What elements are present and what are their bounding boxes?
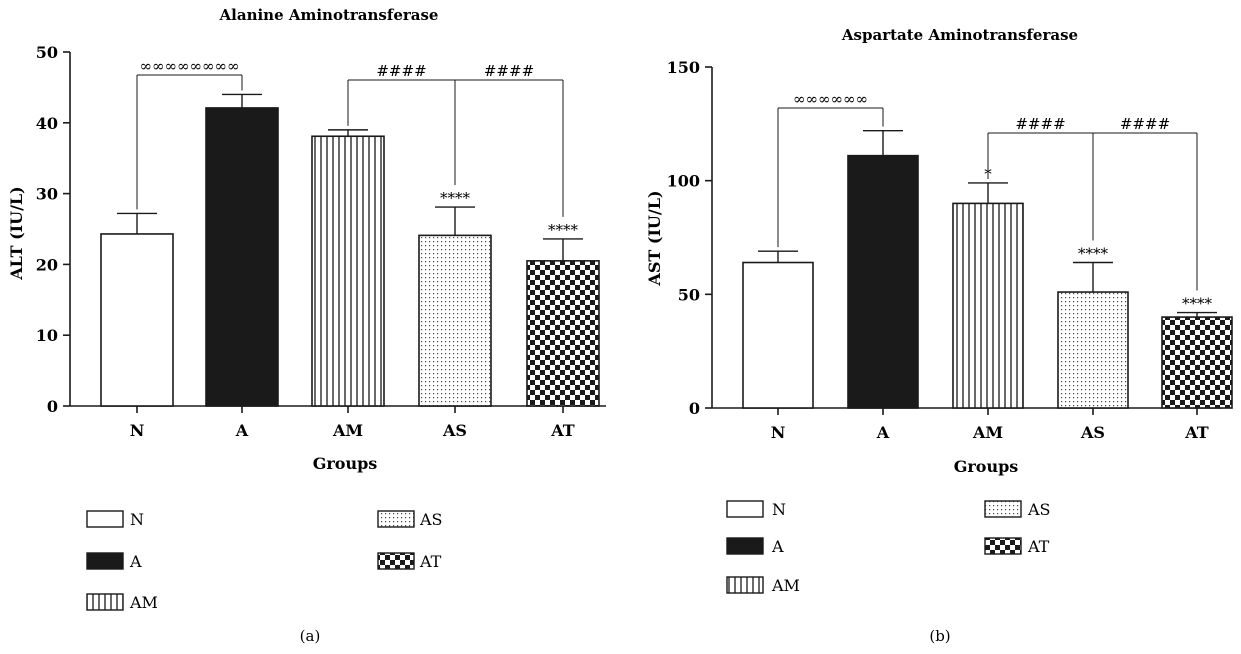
comparison-label: ∞∞∞∞∞∞ bbox=[793, 90, 868, 108]
y-tick-label: 0 bbox=[689, 399, 700, 418]
comparison-bracket: #### bbox=[347, 62, 456, 186]
x-tick-label: N bbox=[771, 423, 786, 442]
legend-swatch bbox=[726, 500, 764, 518]
x-tick-label: A bbox=[235, 421, 249, 440]
legend-item: AS bbox=[984, 500, 1051, 519]
legend-label: AM bbox=[771, 576, 800, 595]
legend-label: A bbox=[771, 537, 784, 556]
legend-swatch bbox=[377, 510, 415, 528]
bar-significance-label: **** bbox=[1182, 295, 1213, 313]
comparison-label: #### bbox=[376, 62, 426, 80]
x-tick-label: AS bbox=[442, 421, 467, 440]
bar-at bbox=[526, 260, 600, 407]
legend-label: N bbox=[130, 510, 144, 529]
legend-swatch bbox=[726, 576, 764, 594]
legend-swatch bbox=[86, 552, 124, 570]
legend-label: AS bbox=[1027, 500, 1051, 519]
bar-significance-label: **** bbox=[440, 189, 471, 207]
y-axis-label: AST (IU/L) bbox=[645, 190, 664, 286]
legend-swatch bbox=[726, 537, 764, 555]
chart-panel-a: Alanine Aminotransferase ALT (IU/L) Grou… bbox=[7, 6, 606, 645]
y-tick-label: 10 bbox=[36, 326, 58, 345]
legend-label: N bbox=[772, 500, 786, 519]
y-tick-label: 100 bbox=[667, 172, 700, 191]
x-tick-label: AT bbox=[550, 421, 575, 440]
bar-n bbox=[742, 261, 814, 409]
legend-swatch bbox=[86, 593, 124, 611]
significance-brackets: ∞∞∞∞∞∞ #### #### bbox=[777, 90, 1198, 291]
y-axis-label: ALT (IU/L) bbox=[7, 186, 26, 281]
legend-item: N bbox=[726, 500, 786, 519]
chart-title: Aspartate Aminotransferase bbox=[841, 26, 1078, 44]
bar-as bbox=[418, 234, 492, 407]
bar-as bbox=[1057, 291, 1129, 409]
legend-item: AM bbox=[86, 593, 158, 612]
bar-n bbox=[100, 233, 174, 407]
significance-brackets: ∞∞∞∞∞∞∞∞ #### #### bbox=[136, 57, 564, 217]
bars: ********* bbox=[742, 129, 1233, 409]
legend-item: N bbox=[86, 510, 144, 529]
bar-significance-label: **** bbox=[1078, 245, 1109, 263]
bar-a bbox=[205, 107, 279, 407]
x-tick-label: AM bbox=[972, 423, 1003, 442]
y-tick-label: 30 bbox=[36, 185, 58, 204]
legend-item: A bbox=[86, 552, 142, 571]
category-labels: N A AM AS AT bbox=[130, 406, 575, 440]
x-tick-label: A bbox=[876, 423, 890, 442]
x-tick-label: AM bbox=[332, 421, 363, 440]
legend-item: AM bbox=[726, 576, 800, 595]
x-axis-label: Groups bbox=[313, 454, 378, 473]
legend-swatch bbox=[984, 537, 1022, 555]
comparison-bracket: #### bbox=[455, 62, 564, 217]
y-tick-label: 40 bbox=[36, 114, 58, 133]
bar-at bbox=[1161, 316, 1233, 409]
comparison-label: #### bbox=[1015, 115, 1065, 133]
legend: NA AM AS AT bbox=[726, 500, 1051, 595]
comparison-label: ∞∞∞∞∞∞∞∞ bbox=[140, 57, 240, 75]
bar-significance-label: **** bbox=[548, 221, 579, 239]
x-axis-label: Groups bbox=[954, 457, 1019, 476]
legend-swatch bbox=[86, 510, 124, 528]
legend-label: AT bbox=[1027, 537, 1050, 556]
x-tick-label: N bbox=[130, 421, 145, 440]
legend-label: AS bbox=[419, 510, 443, 529]
legend-swatch bbox=[984, 500, 1022, 518]
legend-item: A bbox=[726, 537, 784, 556]
bar-a bbox=[847, 154, 919, 409]
y-tick-label: 0 bbox=[47, 397, 58, 416]
legend-item: AT bbox=[984, 537, 1050, 556]
y-tick-label: 50 bbox=[678, 285, 700, 304]
x-tick-label: AT bbox=[1184, 423, 1209, 442]
bar-am bbox=[952, 202, 1024, 409]
legend: N A AM AS AT bbox=[86, 510, 443, 612]
panel-caption: (b) bbox=[929, 627, 950, 645]
comparison-label: #### bbox=[484, 62, 534, 80]
comparison-bracket: #### bbox=[1093, 115, 1198, 291]
legend-swatch bbox=[377, 552, 415, 570]
x-tick-label: AS bbox=[1080, 423, 1105, 442]
legend-label: AT bbox=[419, 552, 442, 571]
y-tick-label: 20 bbox=[36, 255, 58, 274]
legend-label: AM bbox=[129, 593, 158, 612]
comparison-bracket: ∞∞∞∞∞∞ bbox=[777, 90, 884, 248]
legend-item: AS bbox=[377, 510, 443, 529]
y-tick-label: 150 bbox=[667, 58, 700, 77]
bar-am bbox=[311, 135, 385, 407]
y-tick-label: 50 bbox=[36, 43, 58, 62]
chart-title: Alanine Aminotransferase bbox=[219, 6, 439, 24]
chart-panel-b: Aspartate Aminotransferase AST (IU/L) Gr… bbox=[645, 26, 1233, 645]
legend-label: A bbox=[129, 552, 142, 571]
comparison-bracket: ∞∞∞∞∞∞∞∞ bbox=[136, 57, 243, 210]
category-labels: N A AM AS AT bbox=[771, 408, 1209, 442]
panel-caption: (a) bbox=[300, 627, 321, 645]
legend-item: AT bbox=[377, 552, 442, 571]
comparison-bracket: #### bbox=[987, 115, 1094, 241]
bars: **** **** bbox=[100, 93, 600, 407]
comparison-label: #### bbox=[1120, 115, 1170, 133]
